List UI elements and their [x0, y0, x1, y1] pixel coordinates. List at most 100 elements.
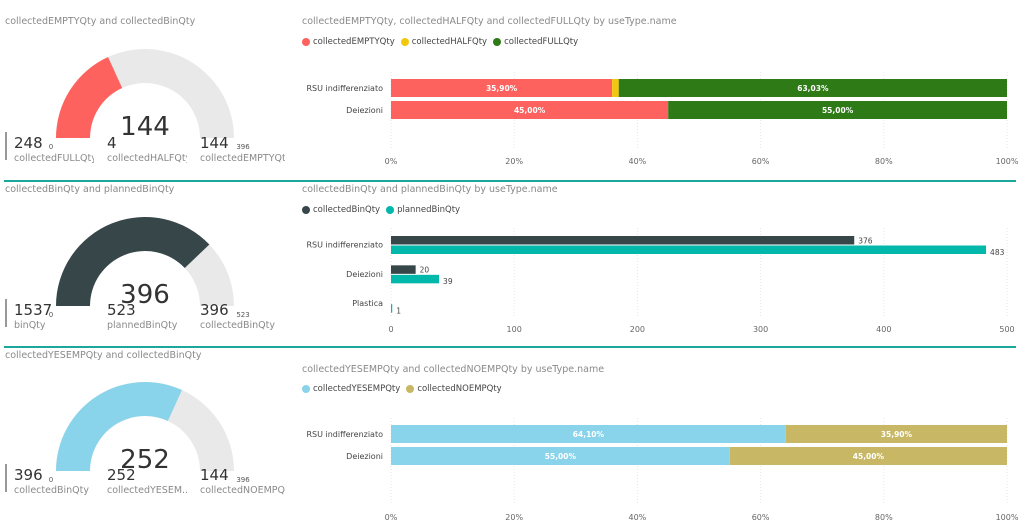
gauge-title: collectedBinQty and plannedBinQty — [5, 184, 175, 195]
gauge-max: 396 — [236, 476, 250, 483]
gauge-fill[interactable] — [56, 217, 210, 306]
kpi-label: collectedBinQty — [200, 320, 275, 330]
legend-label: collectedHALFQty — [411, 37, 488, 47]
data-label: 55,00% — [822, 106, 854, 115]
data-label: 35,90% — [881, 430, 913, 439]
bar-segment[interactable] — [391, 79, 613, 97]
kpi-value: 396 — [14, 466, 43, 484]
gauge-max: 523 — [236, 311, 249, 318]
legend-dot-icon — [406, 385, 415, 393]
bar[interactable] — [391, 236, 855, 245]
gauge-fill[interactable] — [56, 57, 123, 138]
kpi-label: collectedNOEMPQty — [200, 485, 285, 495]
bar-segment[interactable] — [612, 79, 619, 97]
kpi-divider — [5, 299, 7, 327]
chart-title: collectedEMPTYQty, collectedHALFQty and … — [302, 16, 677, 27]
tick-label: 200 — [630, 325, 645, 334]
legend-item[interactable]: collectedEMPTYQty — [302, 37, 395, 47]
data-label: 39 — [443, 277, 453, 286]
legend-label: collectedEMPTYQty — [313, 37, 395, 47]
kpi-value: 396 — [200, 301, 229, 319]
data-label: 483 — [990, 248, 1005, 257]
tick-label: 40% — [629, 513, 647, 522]
bar-segment[interactable] — [391, 447, 730, 465]
chart-title: collectedBinQty and plannedBinQty by use… — [302, 184, 558, 195]
data-label: 376 — [858, 236, 873, 245]
bar-segment[interactable] — [668, 101, 1007, 119]
legend-label: collectedNOEMPQty — [417, 384, 502, 394]
kpi-value: 144 — [200, 466, 229, 484]
kpi-value: 252 — [107, 466, 136, 484]
bar-segment[interactable] — [618, 79, 1007, 97]
gauge-max: 396 — [236, 143, 250, 150]
category-label: Deiezioni — [346, 106, 383, 115]
data-label: 45,00% — [853, 452, 885, 461]
gauge-2[interactable]: 396 0 523 — [0, 198, 270, 318]
bar-chart-1[interactable]: 0% 20% 40% 60% 80% 100% 35,90% 63,03% RSU indiff… — [294, 70, 1024, 170]
gauge-value: 396 — [120, 280, 170, 310]
legend-label: collectedYESEMPQty — [313, 384, 401, 394]
tick-label: 500 — [999, 325, 1014, 334]
tick-label: 400 — [876, 325, 891, 334]
legend-label: plannedBinQty — [397, 205, 461, 215]
chart-legend: collectedBinQty plannedBinQty — [302, 205, 466, 215]
legend-item[interactable]: collectedFULLQty — [493, 37, 578, 47]
bar-chart-3[interactable]: 0% 20% 40% 60% 80% 100% 64,10% 35,90% RSU indiff… — [294, 416, 1024, 526]
panel-2: collectedBinQty and plannedBinQty 396 0 52… — [0, 182, 1024, 348]
gauge-value: 144 — [120, 112, 170, 142]
gauge-title: collectedEMPTYQty and collectedBinQty — [5, 16, 196, 27]
tick-label: 60% — [752, 157, 770, 166]
legend-dot-icon — [302, 206, 310, 214]
tick-label: 80% — [875, 157, 893, 166]
kpi-value: 4 — [107, 134, 117, 152]
legend-item[interactable]: collectedHALFQty — [400, 37, 488, 47]
gauge-3[interactable]: 252 0 396 — [0, 363, 270, 483]
gauge-min: 0 — [49, 476, 53, 483]
kpi-label: binQty — [14, 320, 46, 330]
tick-label: 20% — [505, 513, 523, 522]
chart-legend: collectedEMPTYQty collectedHALFQty collect… — [302, 37, 584, 47]
bar-segment[interactable] — [391, 101, 669, 119]
legend-dot-icon — [302, 385, 310, 393]
panel-1: collectedEMPTYQty and collectedBinQty 14… — [0, 0, 1024, 180]
bar-chart-2[interactable]: 0 100 200 300 400 500 376 483 RSU indifferenziat… — [294, 226, 1024, 338]
bar-segment[interactable] — [391, 425, 786, 443]
bar[interactable] — [391, 304, 393, 313]
bar[interactable] — [391, 265, 416, 274]
category-label: RSU indifferenziato — [306, 241, 383, 250]
legend-label: collectedFULLQty — [504, 37, 579, 47]
tick-label: 40% — [629, 157, 647, 166]
kpi-value: 523 — [107, 301, 136, 319]
data-label: 55,00% — [545, 452, 577, 461]
legend-dot-icon — [400, 38, 409, 46]
legend-dot-icon — [493, 38, 502, 46]
kpi-value: 1537 — [14, 301, 53, 319]
tick-label: 60% — [752, 513, 770, 522]
data-label: 35,90% — [486, 84, 518, 93]
tick-label: 100% — [996, 157, 1019, 166]
kpi-label: collectedHALFQty — [107, 153, 187, 163]
kpi-divider — [5, 464, 7, 492]
chart-legend: collectedYESEMPQty collectedNOEMPQty — [302, 384, 508, 394]
data-label: 64,10% — [573, 430, 605, 439]
category-label: RSU indifferenziato — [306, 430, 383, 439]
category-label: Plastica — [352, 299, 383, 308]
legend-item[interactable]: collectedNOEMPQty — [406, 384, 502, 394]
tick-label: 100% — [996, 513, 1019, 522]
data-label: 63,03% — [797, 84, 829, 93]
bar[interactable] — [391, 245, 987, 255]
legend-label: collectedBinQty — [313, 205, 381, 215]
legend-item[interactable]: collectedBinQty — [302, 205, 380, 215]
legend-dot-icon — [302, 38, 310, 46]
kpi-label: collectedFULLQty — [14, 153, 94, 163]
bar-segment[interactable] — [729, 447, 1007, 465]
bar[interactable] — [391, 274, 440, 284]
gauge-1[interactable]: 144 0 396 — [0, 30, 270, 150]
section-divider — [4, 180, 1016, 182]
bar-segment[interactable] — [785, 425, 1007, 443]
gauge-min: 0 — [49, 311, 53, 318]
legend-item[interactable]: plannedBinQty — [386, 205, 460, 215]
legend-item[interactable]: collectedYESEMPQty — [302, 384, 400, 394]
gauge-value: 252 — [120, 445, 170, 475]
gauge-fill[interactable] — [56, 382, 182, 471]
